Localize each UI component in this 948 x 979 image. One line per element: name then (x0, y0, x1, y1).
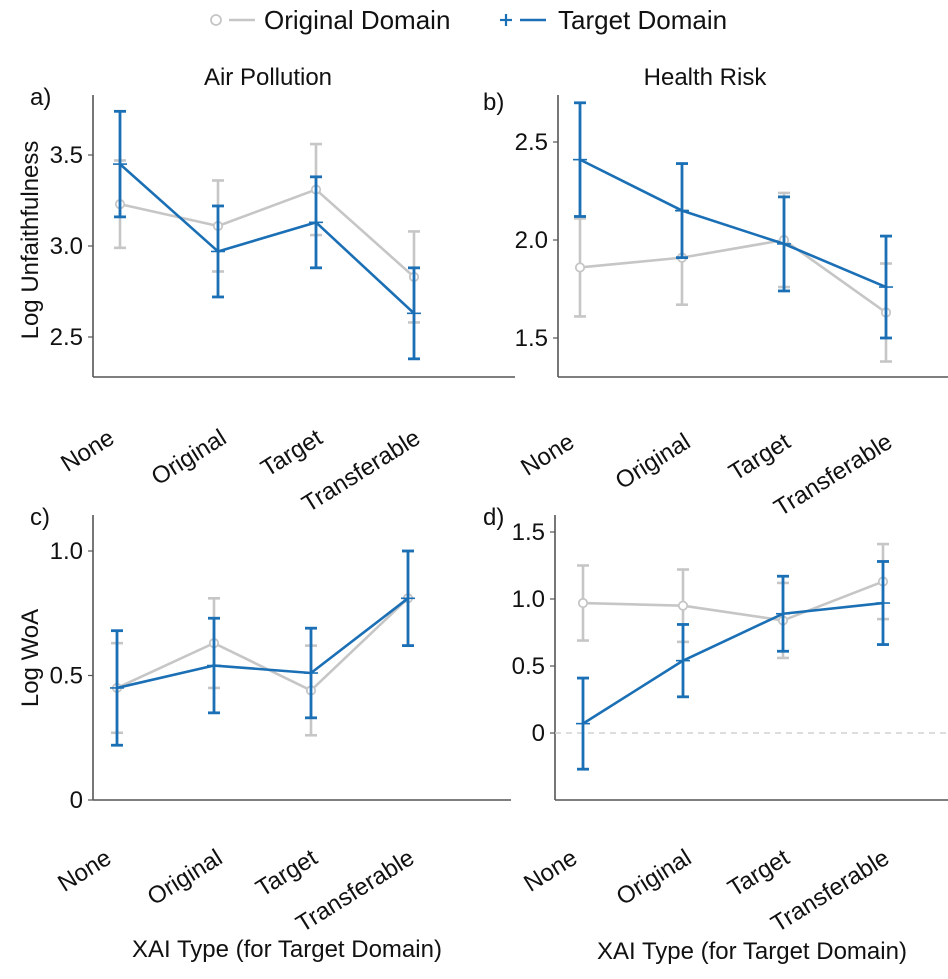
y-tick-label: 0.5 (512, 653, 545, 680)
x-axis-label: XAI Type (for Target Domain) (132, 936, 442, 963)
y-axis-label: Log Unfaithfulness (17, 141, 44, 340)
x-category-label: Original (143, 844, 227, 911)
y-tick-label: 3.5 (50, 142, 83, 169)
y-tick-label: 1.0 (50, 538, 83, 565)
x-category-label: Target (251, 844, 322, 902)
panel-a-air-pollution: a) Air Pollution Log Unfaithfulness 2.5 3… (17, 64, 515, 518)
x-category-label: None (516, 428, 579, 481)
legend-original-label: Original Domain (264, 5, 450, 35)
original-domain-point (677, 600, 689, 611)
panel-letter: d) (483, 504, 504, 531)
y-tick-label: 2.5 (50, 324, 83, 351)
y-tick-label: 1.5 (515, 325, 548, 352)
legend-target-label: Target Domain (558, 5, 727, 35)
panel-letter: c) (30, 504, 50, 531)
original-domain-line (579, 238, 887, 314)
panel-letter: a) (30, 84, 51, 111)
panel-title: Health Risk (644, 64, 768, 91)
legend: Original Domain Target Domain (210, 5, 727, 35)
y-axis-label: Log WoA (17, 609, 44, 707)
original-domain-line (582, 580, 884, 622)
x-category-label: Target (723, 844, 794, 902)
x-category-label: None (53, 844, 116, 897)
x-category-label: None (56, 424, 119, 477)
original-domain-point (574, 262, 586, 273)
original-domain-line (119, 188, 415, 278)
x-axis-label: XAI Type (for Target Domain) (597, 938, 907, 965)
x-category-label: Original (611, 428, 695, 495)
x-category-label: Target (724, 428, 795, 486)
legend-target-marker (500, 14, 546, 26)
y-tick-label: 0.5 (50, 663, 83, 690)
panel-title: Air Pollution (204, 64, 332, 91)
y-tick-label: 1.5 (512, 519, 545, 546)
y-tick-label: 2.0 (515, 227, 548, 254)
target-domain-line (119, 163, 415, 315)
panel-b-health-risk: b) Health Risk 1.5 2.0 2.5 None Original Targ… (483, 64, 948, 522)
panel-c-log-woa: c) Log WoA XAI Type (for Target Domain) … (17, 504, 511, 963)
x-category-label: Original (147, 424, 231, 491)
panel-letter: b) (483, 89, 504, 116)
y-tick-label: 3.0 (50, 233, 83, 260)
x-category-label: Target (256, 424, 327, 482)
x-category-label: Original (612, 844, 696, 911)
legend-original-marker (210, 14, 255, 26)
original-domain-line (116, 597, 409, 692)
y-tick-label: 2.5 (515, 129, 548, 156)
original-domain-point (577, 597, 589, 609)
y-tick-label: 1.0 (512, 586, 545, 613)
target-domain-line (116, 597, 409, 690)
panel-d-log-woa-health: d) XAI Type (for Target Domain) 0 0.5 1.0 1… (483, 504, 948, 965)
target-domain-line (582, 601, 884, 725)
x-category-label: None (519, 844, 582, 897)
target-domain-line (579, 158, 887, 289)
y-tick-label: 0 (532, 720, 545, 747)
y-tick-label: 0 (70, 787, 83, 814)
